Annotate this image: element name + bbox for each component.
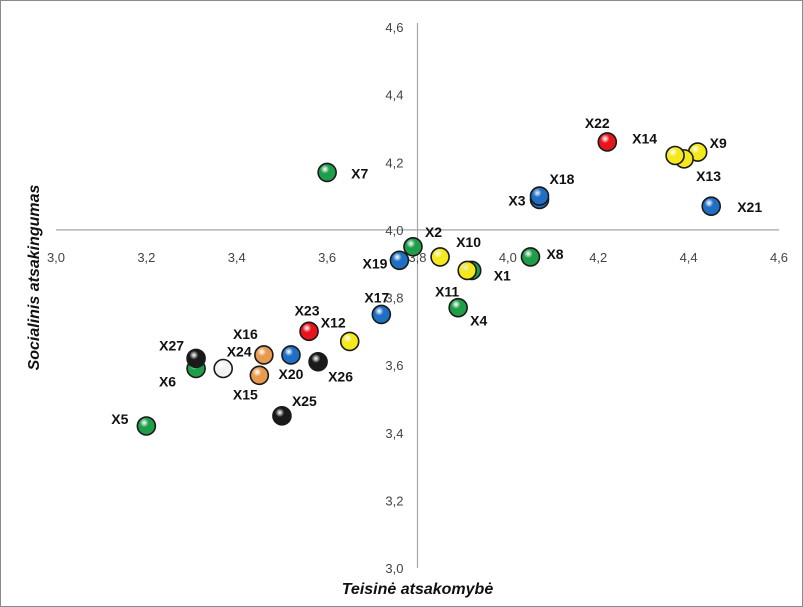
- data-point-x18: [529, 186, 550, 206]
- x-tick-label: 3,6: [318, 250, 336, 265]
- x-tick-label: 4,0: [499, 250, 517, 265]
- point-label-x9: X9: [710, 135, 727, 151]
- point-label-x5: X5: [111, 411, 128, 427]
- data-point-x16: [254, 345, 274, 365]
- point-labels: X1 X2 X3 X4 X5 X6 X7 X8 X9 X10 X11 X12 X13 X14 X15 X16 X…: [111, 115, 762, 427]
- y-tick-label: 4,2: [385, 155, 403, 170]
- point-label-x7: X7: [351, 165, 368, 181]
- y-tick-label: 3,2: [385, 493, 403, 508]
- point-label-x23: X23: [295, 302, 320, 318]
- data-point-x22: [597, 132, 618, 152]
- data-point-x23: [299, 321, 319, 342]
- x-tick-label: 3,0: [47, 250, 65, 265]
- data-point-x7: [317, 162, 337, 183]
- y-tick-label: 3,6: [385, 358, 403, 373]
- point-label-x13: X13: [696, 168, 721, 184]
- data-point-x15: [249, 365, 270, 386]
- x-tick-label: 4,2: [589, 250, 607, 265]
- y-axis-title: Socialinis atsakingumas: [26, 184, 43, 370]
- x-tick-label: 4,6: [770, 250, 788, 265]
- point-label-x12: X12: [321, 314, 346, 330]
- point-label-x25: X25: [292, 393, 317, 409]
- data-point-x10: [430, 247, 450, 267]
- data-point-x26: [308, 351, 328, 372]
- point-label-x17: X17: [364, 289, 389, 305]
- point-label-x8: X8: [546, 246, 563, 262]
- point-label-x20: X20: [279, 366, 304, 382]
- y-tick-label: 3,0: [385, 561, 403, 576]
- data-point-x2: [403, 236, 423, 257]
- data-point-x25: [272, 406, 292, 426]
- x-tick-label: 4,4: [680, 250, 698, 265]
- data-point-x8: [520, 247, 541, 267]
- data-point-x24: [213, 358, 233, 379]
- point-label-x6: X6: [159, 374, 176, 390]
- x-tick-label: 3,4: [228, 250, 246, 265]
- y-tick-label: 4,4: [385, 88, 403, 103]
- point-label-x2: X2: [425, 224, 442, 240]
- point-label-x19: X19: [363, 255, 388, 271]
- axes: [56, 23, 779, 568]
- point-label-x15: X15: [233, 386, 258, 402]
- point-label-x11: X11: [435, 283, 459, 299]
- point-label-x21: X21: [737, 199, 762, 215]
- point-label-x22: X22: [585, 115, 610, 131]
- data-point-x12: [339, 331, 360, 352]
- data-point-x11: [457, 260, 478, 281]
- x-axis-title: Teisinė atsakomybė: [342, 581, 494, 598]
- y-tick-label: 3,8: [385, 291, 403, 306]
- point-label-x1: X1: [494, 267, 511, 283]
- data-points: [136, 132, 722, 436]
- data-point-x17: [371, 304, 392, 325]
- data-point-x19: [389, 250, 410, 271]
- y-tick-label: 4,0: [385, 223, 403, 238]
- point-label-x10: X10: [456, 234, 481, 250]
- point-label-x3: X3: [508, 192, 525, 208]
- point-label-x26: X26: [328, 369, 353, 385]
- y-tick-label: 3,4: [385, 426, 403, 441]
- data-point-x4: [448, 297, 468, 318]
- data-point-x5: [136, 416, 157, 436]
- y-tick-label: 4,6: [385, 20, 403, 35]
- point-label-x24: X24: [227, 344, 252, 360]
- point-label-x27: X27: [159, 337, 184, 353]
- data-point-x20: [281, 345, 301, 365]
- point-label-x18: X18: [550, 171, 575, 187]
- data-point-x27: [186, 348, 206, 369]
- data-point-x14: [665, 145, 685, 166]
- point-label-x14: X14: [632, 130, 657, 146]
- point-label-x16: X16: [233, 326, 258, 342]
- tick-labels: 3,0 3,2 3,4 3,6 3,8 4,0 4,2 4,4 4,63,03,23,43,63…: [47, 20, 788, 576]
- point-label-x4: X4: [470, 313, 487, 329]
- x-tick-label: 3,2: [137, 250, 155, 265]
- data-point-x21: [701, 196, 722, 217]
